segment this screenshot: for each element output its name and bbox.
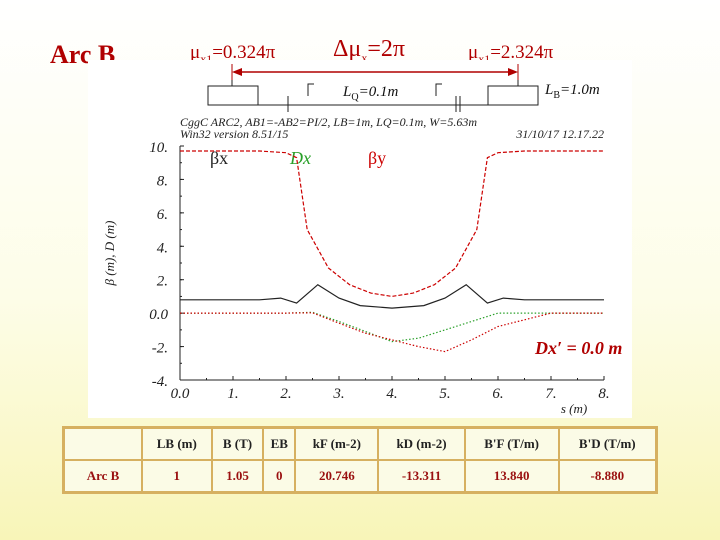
series-line-4 [180,312,604,353]
x-tick-label: 4. [386,386,397,402]
x-tick-label: 6. [492,386,503,402]
delta-mu-x-label: Δμx=2π [333,36,405,65]
dipole-left [207,85,259,106]
table-header-cell: EB [262,426,297,461]
table-header-cell: kF (m-2) [294,426,380,461]
table-header-cell [62,426,143,461]
table-cell: 0 [262,459,297,494]
y-tick-label: -4. [152,374,168,390]
lq-label: LQ=0.1m [343,84,399,103]
dipole-right [487,85,539,106]
y-tick-label: 0.0 [149,307,168,323]
table-header-cell: LB (m) [141,426,213,461]
y-axis-label: β (m), D (m) [102,221,117,287]
x-tick-label: 5. [439,386,450,402]
legend-entry: Dx [289,148,311,168]
table-cell: -13.311 [377,459,466,494]
x-tick-label: 2. [280,386,291,402]
chart-legend: βx Dx βy [210,148,386,168]
lb-label: LB=1.0m [545,82,600,101]
table-cell: -8.880 [557,459,658,494]
magnet-lattice [207,80,539,112]
plot-header-line1: CggC ARC2, AB1=-AB2=PI/2, LB=1m, LQ=0.1m… [180,115,477,129]
plot-header-line2-left: Win32 version 8.51/15 [180,127,288,141]
plot-panel [88,60,632,418]
table-cell: 1 [141,459,213,494]
table-row: Arc B 1 1.05 0 20.746 -13.311 13.840 -8.… [62,459,658,494]
x-tick-label: 8. [598,386,609,402]
arrow-right-head [508,68,518,76]
y-tick-label: 10. [149,140,168,156]
table-header-cell: B'D (T/m) [557,426,658,461]
arrow-left-head [232,68,242,76]
legend-entry: βy [368,148,386,168]
table-header-cell: B (T) [210,426,265,461]
y-tick-label: -2. [152,341,168,357]
x-tick-label: 3. [332,386,344,402]
chart-series [180,150,604,353]
x-tick-label: 7. [545,386,556,402]
x-tick-label: 0.0 [171,386,190,402]
table-cell: 13.840 [463,459,560,494]
parameter-table: LB (m) B (T) EB kF (m-2) kD (m-2) B'F (T… [62,426,658,494]
dx-prime-label: Dx′ = 0.0 m [535,338,623,358]
table-header-cell: B'F (T/m) [463,426,560,461]
y-tick-label: 2. [157,274,168,290]
y-tick-label: 4. [157,240,168,256]
table-cell: 20.746 [294,459,380,494]
y-tick-label: 6. [157,207,168,223]
x-tick-label: 1. [227,386,238,402]
series-line-1 [180,283,604,309]
table-header-cell: kD (m-2) [377,426,466,461]
plot-header-line2-right: 31/10/17 12.17.22 [515,127,604,141]
table-cell: Arc B [62,459,143,494]
table-header-row: LB (m) B (T) EB kF (m-2) kD (m-2) B'F (T… [62,426,658,461]
chart-axes: -4. -2. 0.0 2. 4. 6. 8. 10. 0.0 1. 2. 3. 4. 5. 6. 7. 8. β… [102,140,610,416]
table-cell: 1.05 [210,459,265,494]
legend-entry: βx [210,148,228,168]
series-line-2 [180,150,604,298]
x-axis-label: s (m) [561,401,587,416]
y-tick-label: 8. [157,173,168,189]
